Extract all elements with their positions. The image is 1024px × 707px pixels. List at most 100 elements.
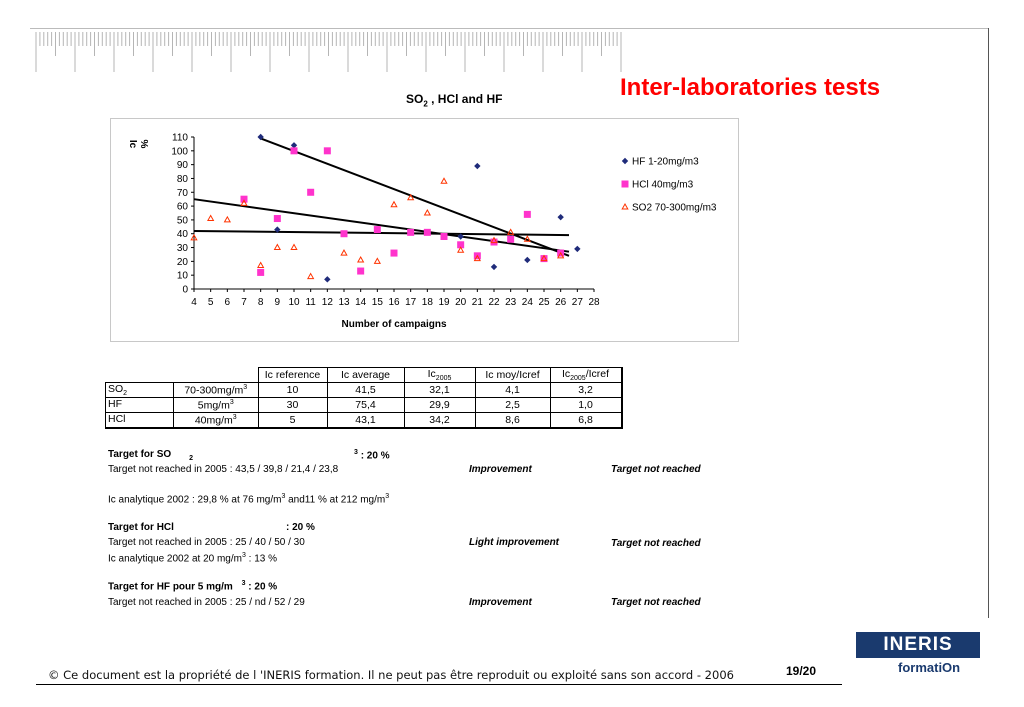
header-ic-moy-icref: Ic moy/Icref: [474, 366, 551, 384]
y-axis-unit: %: [138, 140, 149, 149]
frame-top-line: [30, 28, 988, 29]
point-hf: [474, 162, 481, 170]
x-tick-label: 12: [322, 297, 334, 308]
point-hcl: [240, 195, 248, 203]
ratio-cell: 1,0: [549, 397, 623, 414]
y-tick-label: 80: [177, 174, 189, 185]
x-tick-label: 4: [191, 297, 197, 308]
hcl-status: Light improvement: [469, 537, 560, 548]
x-tick-label: 11: [305, 297, 316, 308]
y-axis-label: Ic: [127, 140, 138, 149]
y-tick-label: 0: [182, 285, 188, 296]
point-hf: [274, 226, 281, 233]
x-tick-label: 24: [522, 297, 534, 308]
so2-target-title: Target for SO 2: [108, 449, 194, 462]
table-header-row: Ic reference Ic average Ic2005 Ic moy/Ic…: [106, 366, 623, 384]
point-so2: [290, 243, 298, 251]
point-hcl: [407, 228, 415, 236]
so2-target-value: 3 : 20 %: [354, 449, 390, 462]
point-hcl: [340, 230, 348, 238]
range-cell: 70-300mg/m3: [173, 382, 259, 399]
avg-cell: 75,4: [326, 397, 405, 414]
hcl-result: Target not reached: [611, 538, 701, 549]
x-axis-label: Number of campaigns: [341, 319, 446, 330]
y-tick-label: 30: [177, 243, 189, 254]
point-so2: [473, 254, 481, 262]
hf-result: Target not reached: [611, 597, 701, 608]
gas-cell: HF: [105, 397, 174, 414]
point-hcl: [373, 226, 381, 234]
point-hcl: [540, 255, 548, 263]
x-tick-label: 19: [438, 297, 450, 308]
point-so2: [307, 272, 315, 280]
point-so2: [523, 235, 531, 242]
hcl-ic-analytique: Ic analytique 2002 at 20 mg/m3 : 13 %: [108, 552, 278, 565]
trendline: [193, 229, 570, 237]
avg-cell: 41,5: [326, 382, 405, 399]
point-so2: [357, 255, 365, 263]
point-hcl: [523, 210, 531, 218]
chart-title: SO2 , HCl and HF: [406, 92, 503, 109]
table-row: SO2 70-300mg/m3 10 41,5 32,1 4,1 3,2: [105, 382, 623, 399]
point-so2: [240, 199, 248, 206]
x-tick-label: 28: [588, 297, 600, 308]
so2-status: Improvement: [469, 464, 532, 475]
point-hcl: [390, 249, 398, 257]
point-hf: [557, 213, 564, 221]
point-so2: [207, 214, 215, 222]
x-tick-label: 8: [258, 297, 264, 308]
ic2005-cell: 32,1: [403, 382, 476, 399]
x-tick-label: 23: [505, 297, 517, 308]
point-hcl: [323, 147, 331, 155]
y-tick-label: 40: [177, 229, 189, 240]
point-so2: [540, 254, 548, 262]
range-cell: 40mg/m3: [173, 412, 259, 429]
point-so2: [457, 246, 465, 253]
ic2005-cell: 34,2: [403, 412, 476, 429]
x-tick-label: 18: [422, 297, 434, 308]
x-tick-label: 20: [455, 297, 467, 308]
x-tick-label: 5: [208, 297, 214, 308]
so2-target-line: Target not reached in 2005 : 43,5 / 39,8…: [108, 464, 339, 475]
ratio-cell: 3,2: [549, 382, 623, 399]
point-hcl: [507, 235, 515, 243]
y-tick-label: 60: [177, 202, 189, 213]
x-tick-label: 10: [288, 297, 300, 308]
chart-frame: [110, 118, 739, 342]
point-so2: [423, 208, 431, 216]
ratio-cell: 6,8: [549, 412, 623, 429]
header-ic2005-icref: Ic2005/Icref: [549, 366, 623, 384]
x-tick-label: 27: [572, 297, 584, 308]
x-tick-label: 9: [275, 297, 281, 308]
x-tick-label: 14: [355, 297, 367, 308]
point-so2: [507, 228, 515, 235]
legend-marker-hcl: [621, 180, 629, 188]
x-tick-label: 17: [405, 297, 417, 308]
header-ic-reference: Ic reference: [257, 366, 328, 384]
hcl-target-line: Target not reached in 2005 : 25 / 40 / 5…: [108, 537, 305, 548]
y-tick-label: 100: [171, 146, 188, 157]
x-tick-label: 26: [555, 297, 567, 308]
hf-target-line: Target not reached in 2005 : 25 / nd / 5…: [108, 597, 305, 608]
point-hf: [257, 133, 264, 141]
point-hcl: [273, 215, 281, 223]
point-so2: [440, 177, 448, 184]
gas-cell: HCl: [105, 412, 174, 429]
x-tick-label: 13: [338, 297, 350, 308]
ref-cell: 5: [257, 412, 328, 429]
moy-cell: 4,1: [474, 382, 551, 399]
moy-cell: 8,6: [474, 412, 551, 429]
legend-marker-hf: [621, 157, 629, 165]
ic-table: Ic reference Ic average Ic2005 Ic moy/Ic…: [105, 366, 623, 429]
ruler-decoration: [35, 32, 622, 72]
x-tick-label: 21: [472, 297, 484, 308]
point-so2: [273, 243, 281, 251]
point-so2: [223, 215, 231, 223]
footer-line: [36, 684, 842, 685]
trendline: [260, 137, 570, 257]
ineris-logo: INERIS: [856, 632, 980, 658]
x-tick-label: 15: [372, 297, 384, 308]
x-tick-label: 16: [388, 297, 400, 308]
y-tick-label: 10: [177, 271, 189, 282]
trendline: [193, 198, 570, 253]
